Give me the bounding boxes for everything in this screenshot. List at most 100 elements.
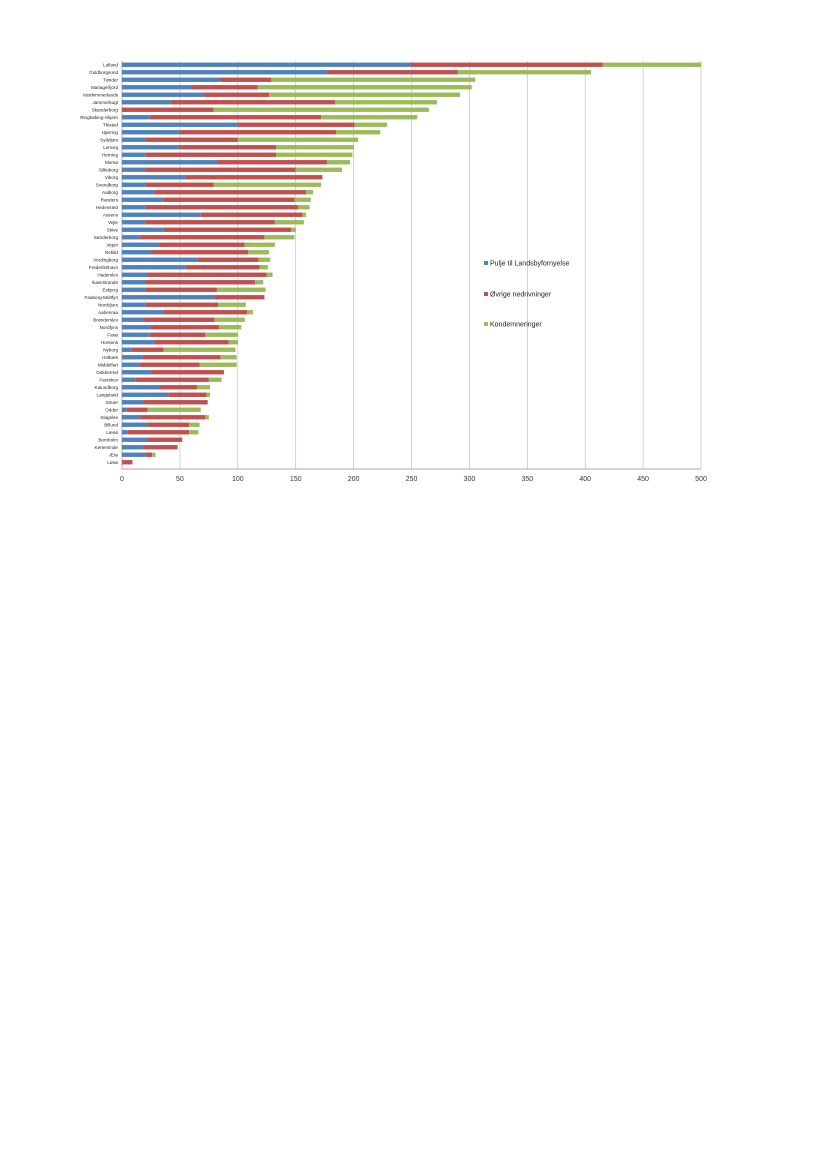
bar-ovrige [159, 385, 198, 390]
category-label: Bornholm [98, 437, 118, 442]
category-label: Vejle [108, 220, 118, 225]
bar-pulje [122, 325, 151, 330]
bar-pulje [122, 92, 204, 97]
category-label: Odsherred [96, 370, 118, 375]
legend-swatch-pulje [484, 261, 488, 265]
x-tick-label: 300 [464, 476, 476, 483]
legend-item-pulje: Pulje til Landsbyfornyelse [484, 261, 569, 268]
x-tick-label: 350 [521, 476, 533, 483]
bar-pulje [122, 62, 412, 67]
category-label: Slagelse [100, 415, 118, 420]
category-label: Assens [103, 212, 119, 217]
bar-pulje [122, 152, 146, 157]
bar-pulje [122, 265, 186, 270]
bar-ovrige [170, 100, 336, 105]
bar-kondem [326, 160, 351, 165]
bar-ovrige [197, 257, 259, 262]
bar-pulje [122, 347, 132, 352]
bar-ovrige [135, 377, 209, 382]
bar-pulje [122, 340, 155, 345]
bar-kondem [257, 85, 472, 90]
bar-ovrige [150, 250, 249, 255]
bar-kondem [336, 130, 381, 135]
category-label: Frederikshavn [89, 265, 119, 270]
bar-kondem [258, 257, 271, 262]
bar-kondem [291, 227, 296, 232]
bar-kondem [152, 452, 156, 457]
bar-ovrige [411, 62, 603, 67]
bar-ovrige [179, 130, 337, 135]
legend-label-ovrige: Øvrige nedrivninger [490, 292, 552, 299]
bar-pulje [122, 130, 180, 135]
bar-pulje [122, 122, 238, 127]
category-label: Odder [105, 407, 118, 412]
bar-ovrige [122, 107, 214, 112]
bar-pulje [122, 452, 146, 457]
bar-ovrige [145, 137, 238, 142]
category-label: Aalborg [102, 190, 118, 195]
bar-ovrige [145, 452, 153, 457]
category-label: Silkeborg [99, 167, 119, 172]
bar-ovrige [145, 205, 299, 210]
bars [122, 62, 701, 465]
bar-kondem [335, 100, 437, 105]
bar-pulje [122, 235, 140, 240]
legend-swatch-kondem [484, 322, 488, 326]
bar-kondem [274, 220, 304, 225]
category-label: Favrskov [99, 377, 118, 382]
category-label: Billund [104, 422, 118, 427]
category-label: Fanø [107, 332, 118, 337]
bar-pulje [122, 242, 160, 247]
bar-ovrige [185, 175, 323, 180]
bar-ovrige [139, 415, 206, 420]
bar-ovrige [145, 280, 256, 285]
bar-ovrige [145, 220, 275, 225]
bar-kondem [220, 355, 237, 360]
bar-kondem [237, 137, 359, 142]
bar-ovrige [122, 460, 133, 465]
category-label: Hedensted [96, 205, 119, 210]
x-tick-label: 150 [290, 476, 302, 483]
x-tick-label: 50 [176, 476, 184, 483]
bar-ovrige [149, 332, 206, 337]
bar-pulje [122, 85, 192, 90]
bar-ovrige [179, 145, 277, 150]
bar-kondem [602, 62, 701, 67]
bar-pulje [122, 70, 327, 75]
category-label: Jammerbugt [92, 100, 118, 105]
bar-pulje [122, 332, 150, 337]
bar-kondem [255, 280, 264, 285]
category-label: Lønø [107, 460, 118, 465]
category-label: Vejen [107, 242, 119, 247]
x-tick-label: 400 [579, 476, 591, 483]
bar-pulje [122, 205, 146, 210]
bar-kondem [302, 212, 307, 217]
category-label: Norddjurs [98, 302, 119, 307]
category-label: Faaborg-Midtfyn [85, 295, 119, 300]
bar-ovrige [168, 392, 207, 397]
bar-kondem [306, 190, 314, 195]
bar-pulje [122, 377, 136, 382]
bar-pulje [122, 115, 150, 120]
bar-kondem [264, 235, 295, 240]
bar-ovrige [203, 92, 270, 97]
category-label: Esbjerg [102, 287, 118, 292]
bar-pulje [122, 295, 215, 300]
bar-kondem [189, 422, 200, 427]
category-label: Holbæk [102, 355, 119, 360]
bar-pulje [122, 415, 140, 420]
bar-pulje [122, 280, 146, 285]
bar-ovrige [142, 400, 208, 405]
bar-ovrige [214, 295, 265, 300]
bar-ovrige [139, 362, 200, 367]
bar-ovrige [326, 70, 458, 75]
category-label: Morsø [105, 160, 118, 165]
bar-ovrige [139, 235, 265, 240]
bar-ovrige [126, 407, 148, 412]
category-label: Randers [101, 197, 119, 202]
bar-pulje [122, 370, 151, 375]
category-label: Horsens [101, 340, 119, 345]
bar-ovrige [154, 190, 307, 195]
x-tick-label: 250 [406, 476, 418, 483]
bar-pulje [122, 250, 151, 255]
